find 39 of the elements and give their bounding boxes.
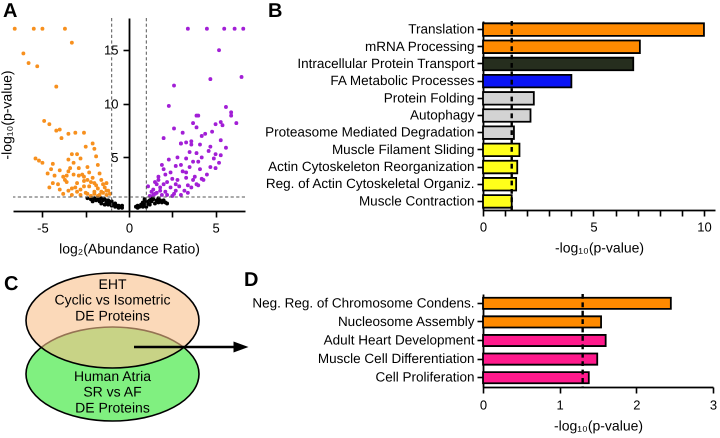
y-tick-label: Muscle Contraction bbox=[358, 193, 474, 208]
x-tick-label: 0 bbox=[126, 220, 134, 236]
chart-title: A bbox=[3, 0, 18, 22]
x-tick-label: 3 bbox=[710, 398, 718, 412]
x-tick-label: 5 bbox=[590, 220, 598, 234]
text: Human Atria SR vs AF DE Proteins bbox=[74, 368, 152, 416]
y-tick-label: Actin Cytoskeleton Reorganization bbox=[268, 159, 474, 174]
x-axis-title: log₂(Abundance Ratio) bbox=[59, 240, 200, 256]
y-tick-label: Adult Heart Development bbox=[324, 332, 475, 348]
y-tick-label: Nucleosome Assembly bbox=[338, 314, 475, 329]
text: B bbox=[268, 0, 282, 22]
y-tick-label: 15 bbox=[104, 42, 118, 58]
x-tick-label: 10 bbox=[697, 220, 712, 234]
x-tick-label: 2 bbox=[633, 398, 640, 412]
x-tick-label: 0 bbox=[480, 220, 488, 234]
y-tick-label: Reg. of Actin Cytoskeletal Organiz. bbox=[266, 176, 474, 192]
y-tick-label: Translation bbox=[408, 22, 474, 37]
y-tick-label: Muscle Cell Differentiation bbox=[318, 351, 474, 366]
y-tick-label: Protein Folding bbox=[384, 90, 474, 106]
x-tick-label: 1 bbox=[556, 398, 564, 412]
y-tick-label: mRNA Processing bbox=[364, 38, 474, 54]
x-axis-title: -log₁₀(p-value) bbox=[554, 240, 644, 256]
y-tick-label: 5 bbox=[111, 150, 118, 165]
y-tick-label: Intracellular Protein Transport bbox=[297, 56, 475, 71]
text: EHT Cyclic vs Isometric DE Proteins bbox=[54, 276, 170, 324]
text: C bbox=[4, 273, 18, 295]
y-tick-label: FA Metabolic Processes bbox=[330, 73, 475, 88]
y-tick-label: 10 bbox=[104, 96, 118, 112]
x-tick-label: -5 bbox=[37, 220, 49, 236]
y-tick-label: Cell Proliferation bbox=[375, 370, 474, 385]
x-tick-label: 0 bbox=[480, 398, 488, 412]
y-tick-label: Neg. Reg. of Chromosome Condens. bbox=[252, 295, 474, 310]
y-tick-label: Autophagy bbox=[410, 108, 475, 122]
y-tick-label: Muscle Filament Sliding bbox=[332, 142, 474, 157]
x-tick-label: 5 bbox=[212, 220, 220, 236]
y-axis-title: -log₁₀(p-value) bbox=[0, 70, 14, 160]
text: D bbox=[244, 269, 258, 292]
x-axis-title: -log₁₀(p-value) bbox=[554, 418, 644, 434]
y-tick-label: Proteasome Mediated Degradation bbox=[265, 124, 474, 140]
